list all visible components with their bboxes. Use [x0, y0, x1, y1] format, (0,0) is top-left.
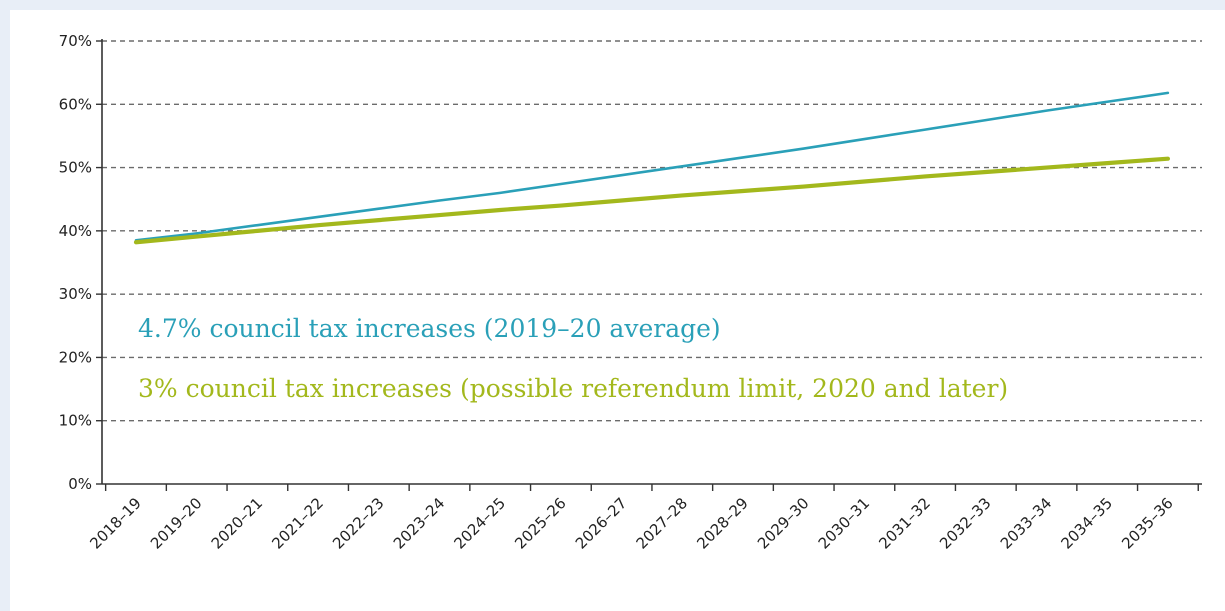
line-chart: 0%10%20%30%40%50%60%70% 2018–19 2019–20 20…: [59, 32, 1202, 553]
x-tick-label: 2030–31: [815, 494, 874, 553]
series-label-3-percent: 3% council tax increases (possible refer…: [138, 374, 1008, 403]
y-tick-label: 20%: [59, 348, 92, 366]
x-tick-label: 2029–30: [754, 494, 813, 553]
grid-lines: [102, 40, 1202, 422]
x-tick-label: 2035–36: [1118, 494, 1177, 553]
x-tick-label: 2031–32: [875, 494, 934, 553]
x-tick-label: 2027–28: [633, 494, 692, 553]
x-tick-label: 2024–25: [451, 494, 510, 553]
y-tick-label: 10%: [59, 412, 92, 430]
y-tick-label: 70%: [59, 32, 92, 50]
x-axis: 2018–19 2019–20 2020–21 2021–22 2022–23 2023–…: [86, 483, 1202, 553]
series-lines: [133, 91, 1171, 245]
chart-panel: 0% 10% 20% 30% 40% 50% 60% 70% 2018–19 2019–20 20…: [10, 10, 1225, 611]
x-tick-label: 2020–21: [208, 494, 267, 553]
x-tick-label: 2022–23: [329, 494, 388, 553]
x-tick-label: 2018–19: [86, 494, 145, 553]
series-label-4-7-percent: 4.7% council tax increases (2019–20 aver…: [138, 314, 721, 343]
x-tick-label: 2032–33: [936, 494, 995, 553]
y-tick-label: 30%: [59, 285, 92, 303]
y-tick-label: 50%: [59, 159, 92, 177]
series-line-3-percent: [133, 156, 1171, 245]
y-tick-label: 60%: [59, 95, 92, 113]
y-tick-label: 40%: [59, 222, 92, 240]
x-tick-label: 2034–35: [1058, 494, 1117, 553]
y-axis: 0% 10% 20% 30% 40% 50% 60% 70%: [59, 32, 103, 493]
x-tick-label: 2021–22: [268, 494, 327, 553]
x-tick-label: 2028–29: [693, 494, 752, 553]
y-tick-label: 0%: [68, 475, 92, 493]
x-tick-label: 2023–24: [390, 494, 449, 553]
series-line-4-7-percent: [134, 91, 1170, 242]
x-tick-label: 2019–20: [147, 494, 206, 553]
x-tick-label: 2025–26: [511, 494, 570, 553]
x-tick-label: 2033–34: [997, 494, 1056, 553]
x-tick-label: 2026–27: [572, 494, 631, 553]
